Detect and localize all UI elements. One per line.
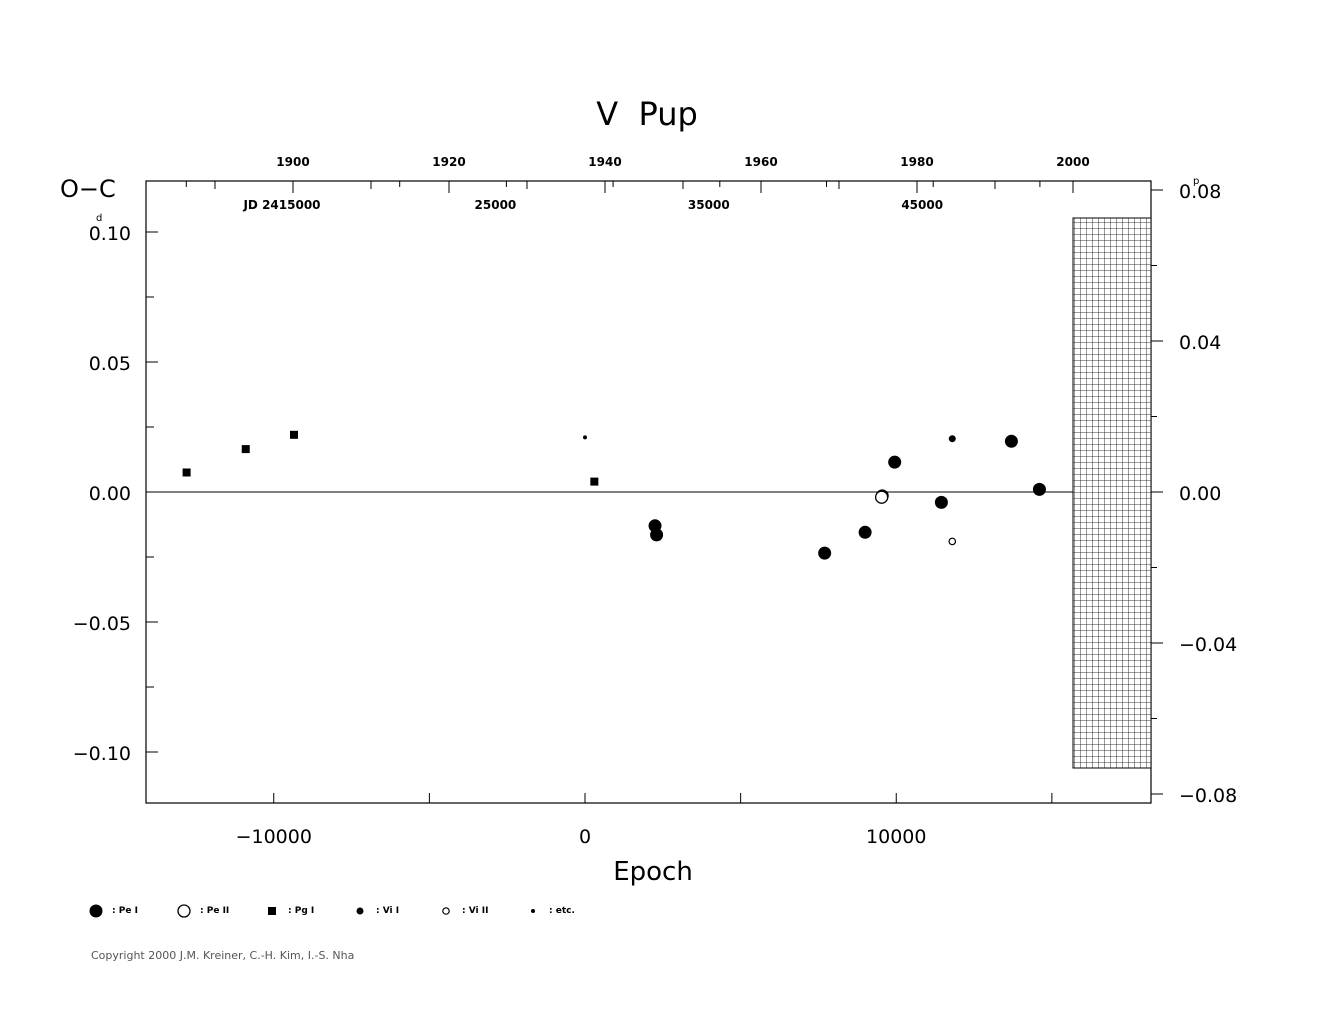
data-point [182, 468, 191, 477]
legend-marker [356, 907, 364, 915]
legend-label: : Pe I [112, 906, 138, 916]
data-point [948, 537, 957, 546]
x-axis-label: Epoch [613, 857, 693, 887]
right-axis-unit: p [1193, 176, 1199, 187]
right-tick-label: 0.08 [1179, 181, 1221, 203]
year-tick-label: 1960 [744, 155, 777, 169]
data-point [934, 495, 948, 509]
right-tick-label: 0.00 [1179, 483, 1221, 505]
legend-label: : Pg I [288, 906, 315, 916]
copyright-text: Copyright 2000 J.M. Kreiner, C.-H. Kim, … [91, 949, 355, 962]
legend-marker [531, 909, 535, 913]
jd-tick-label: 35000 [688, 198, 730, 212]
legend-item: : Vi II [438, 902, 488, 920]
chart-title: V Pup [596, 95, 698, 133]
legend-label: : etc. [549, 906, 575, 916]
legend-marker [89, 904, 103, 918]
legend-marker-shape [356, 907, 364, 915]
right-tick-label: −0.04 [1179, 634, 1237, 656]
data-point [888, 455, 902, 469]
legend-label: : Vi I [376, 906, 400, 916]
legend-marker-shape [442, 907, 450, 915]
data-point [874, 490, 889, 504]
y-tick-label: −0.05 [73, 613, 131, 635]
legend-item: : etc. [525, 902, 575, 920]
right-tick-label: 0.04 [1179, 332, 1221, 354]
data-point [858, 525, 872, 539]
jd-tick-label: 25000 [475, 198, 517, 212]
y-tick-label: −0.10 [73, 743, 131, 765]
year-tick-label: 1900 [276, 155, 309, 169]
data-point [241, 445, 250, 454]
legend-item: : Pg I [264, 902, 314, 920]
y-tick-label: 0.10 [89, 223, 131, 245]
legend-marker-shape [89, 904, 103, 918]
legend-label: : Pe II [200, 906, 230, 916]
legend-item: : Pe I [88, 902, 138, 920]
data-point [818, 546, 832, 560]
year-tick-label: 1920 [432, 155, 465, 169]
legend: : Pe I : Pe II : Pg I : Vi I : Vi II : etc. [88, 902, 688, 920]
axes: 0.10 0.05 0.00 −0.05 −0.10 0.08 0.04 0.00 −0.04 −… [73, 155, 1237, 848]
legend-item: : Vi I [352, 902, 399, 920]
data-point [1032, 482, 1046, 496]
data-point [650, 528, 664, 542]
legend-marker [268, 907, 276, 915]
jd-tick-label: JD 2415000 [242, 198, 320, 212]
data-point [590, 477, 599, 486]
jd-tick-label: 45000 [901, 198, 943, 212]
right-tick-label: −0.08 [1179, 785, 1237, 807]
legend-item: : Pe II [176, 902, 229, 920]
legend-marker-shape [177, 904, 191, 918]
data-point [583, 435, 587, 440]
year-tick-label: 2000 [1056, 155, 1089, 169]
y-tick-label: 0.00 [89, 483, 131, 505]
y-axis-label: O−C [60, 175, 116, 203]
y-axis-unit: d [96, 213, 102, 224]
x-tick-label: 10000 [866, 826, 926, 848]
legend-marker-shape [531, 909, 535, 913]
data-point [289, 430, 298, 439]
data-point [1004, 434, 1018, 448]
legend-marker [442, 907, 450, 915]
y-tick-label: 0.05 [89, 353, 131, 375]
data-points [182, 430, 1046, 560]
year-tick-label: 1980 [900, 155, 933, 169]
year-tick-label: 1940 [588, 155, 621, 169]
x-tick-label: 0 [579, 826, 591, 848]
future-hatch-region [1072, 217, 1152, 769]
legend-marker-shape [268, 907, 276, 915]
data-point [948, 435, 956, 443]
legend-marker [177, 904, 191, 918]
x-tick-label: −10000 [236, 826, 312, 848]
legend-label: : Vi II [462, 906, 489, 916]
